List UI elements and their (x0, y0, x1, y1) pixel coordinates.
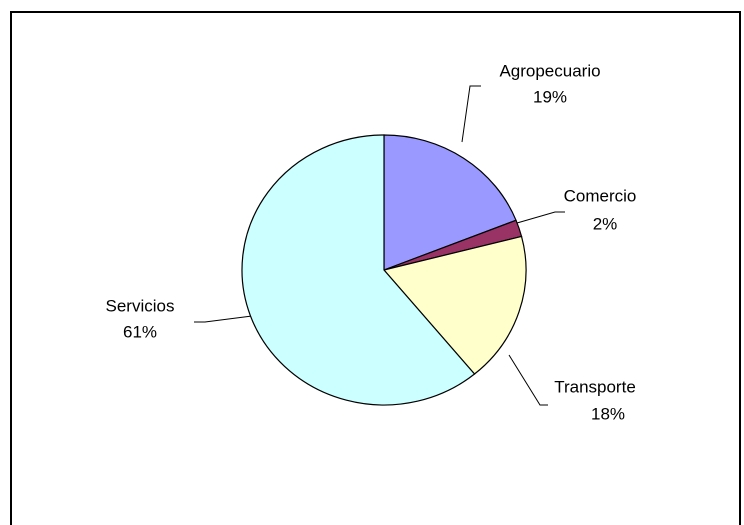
slice-label: Transporte (554, 377, 636, 396)
pie-slice (382, 235, 527, 375)
slice-value-label: 19% (533, 87, 567, 106)
leader-line (194, 315, 253, 323)
slice-label: Comercio (564, 186, 637, 205)
leader-line (516, 211, 565, 224)
pie-slice (383, 134, 517, 271)
slice-value-label: 61% (123, 322, 157, 341)
slice-label: Servicios (106, 296, 175, 315)
slice-label: Agropecuario (499, 61, 600, 80)
leader-line (461, 85, 481, 143)
slice-value-label: 18% (591, 404, 625, 423)
leader-lines (194, 85, 565, 406)
slice-value-label: 2% (593, 214, 618, 233)
pie-slice (241, 134, 476, 406)
leader-line (508, 354, 548, 406)
